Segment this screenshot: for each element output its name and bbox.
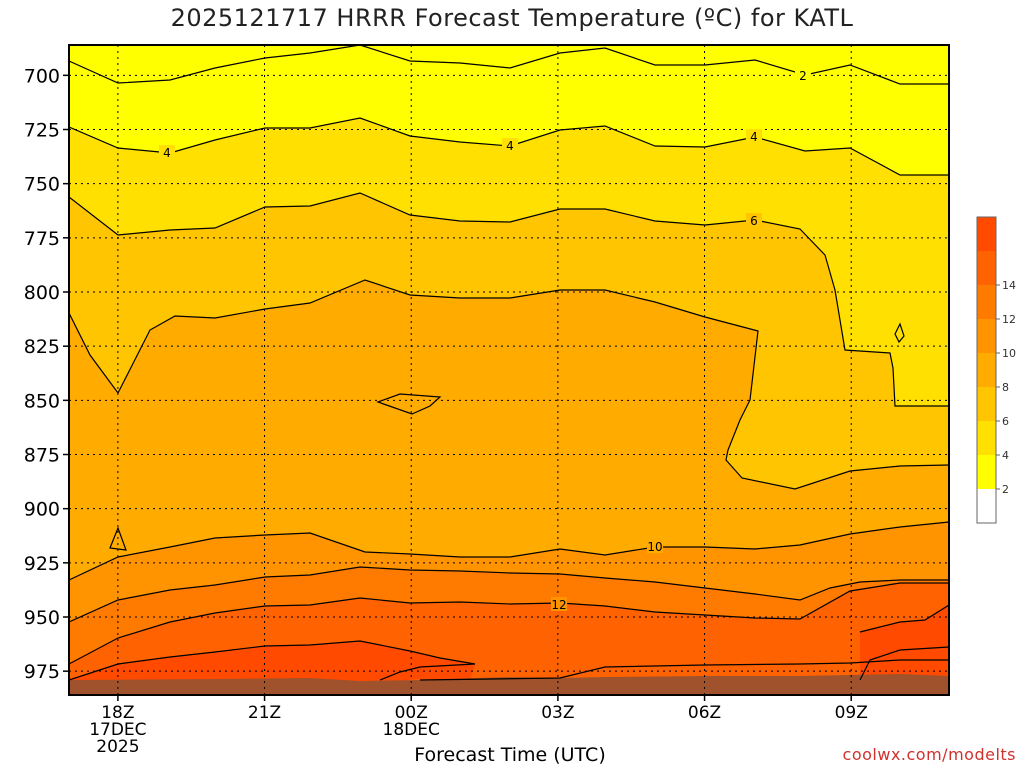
contour-label: 2: [795, 68, 811, 83]
contour-label: 4: [746, 129, 762, 144]
y-tick-label: 975: [24, 661, 60, 683]
x-tick-label: 21Z: [248, 703, 281, 723]
contour-6: [69, 192, 949, 407]
contour-lines: [69, 45, 949, 681]
colorbar-swatch: [977, 217, 996, 251]
contour-label-bg: [647, 539, 663, 553]
contour-label-text: 4: [506, 139, 514, 153]
contour-label-text: 2: [799, 69, 807, 83]
colorbar-swatch: [977, 353, 996, 387]
contour-14: [69, 582, 949, 665]
y-tick-label: 775: [24, 228, 60, 250]
colorbar-label: 6: [1002, 415, 1009, 428]
y-tick-label: 900: [24, 499, 60, 521]
x-tick-label: 06Z: [688, 703, 721, 723]
x-tick-label: 00Z: [395, 703, 428, 723]
contour-label-text: 4: [750, 130, 758, 144]
contour-16-left: [69, 640, 476, 681]
colorbar-swatch: [977, 455, 996, 489]
x-tick-label: 18DEC: [383, 720, 440, 740]
colorbar-label: 12: [1002, 313, 1016, 326]
colorbar-label: 8: [1002, 381, 1009, 394]
y-tick-label: 800: [24, 282, 60, 304]
contour-label-text: 10: [647, 540, 662, 554]
credit-link[interactable]: coolwx.com/modelts: [842, 745, 1016, 764]
contour-10: [69, 521, 949, 581]
x-axis-label: Forecast Time (UTC): [414, 744, 606, 766]
contour-label: 4: [159, 145, 175, 160]
contour-16-right: [859, 646, 949, 681]
y-tick-label: 850: [24, 390, 60, 412]
closed-contour-right: [894, 322, 905, 344]
contour-label-text: 4: [163, 146, 171, 160]
colorbar: 2 4 6 8 10 12 14: [976, 216, 1016, 524]
y-tick-label: 925: [24, 553, 60, 575]
contour-label: 10: [647, 539, 663, 554]
contour-label-bg: [746, 129, 762, 143]
contour-label: 6: [746, 213, 762, 228]
colorbar-swatch: [977, 489, 996, 523]
colorbar-label: 2: [1002, 483, 1009, 496]
band-fill-gt16: [69, 641, 475, 684]
colorbar-swatch: [977, 421, 996, 455]
colorbar-label: 4: [1002, 449, 1009, 462]
colorbar-label: 14: [1002, 279, 1016, 292]
plot-frame: [68, 44, 950, 696]
y-tick-label: 750: [24, 174, 60, 196]
contour-label-bg: [746, 213, 762, 227]
y-axis: 700 725 750 775 800 825 850 875 900 925 950 975: [24, 65, 69, 683]
x-tick-label: 18Z: [101, 703, 134, 723]
contour-16-right-upper: [859, 604, 949, 633]
y-tick-label: 950: [24, 607, 60, 629]
colorbar-swatch: [977, 319, 996, 353]
y-tick-label: 700: [24, 65, 60, 87]
chart-title: 2025121717 HRRR Forecast Temperature (ºC…: [170, 4, 854, 32]
x-tick-label: 2025: [96, 737, 139, 757]
contour-label-bg: [795, 68, 811, 82]
closed-contour-center: [376, 393, 442, 415]
colorbar-swatch: [977, 285, 996, 319]
colorbar-label: 10: [1002, 347, 1016, 360]
y-tick-label: 725: [24, 120, 60, 142]
contour-label-text: 12: [551, 598, 566, 612]
contour-label-bg: [502, 138, 518, 152]
contour-label-bg: [551, 597, 567, 611]
colorbar-swatch: [977, 251, 996, 285]
contour-labels: 2 4 4 4 6 10 12: [159, 68, 811, 612]
contour-label-bg: [159, 145, 175, 159]
x-tick-label: 03Z: [541, 703, 574, 723]
temperature-fills: [69, 45, 949, 695]
contour-label: 4: [502, 138, 518, 153]
contour-near-surface: [419, 659, 949, 681]
ground: [69, 674, 949, 695]
contour-label: 12: [551, 597, 567, 612]
contour-label-text: 6: [750, 214, 758, 228]
contour-8: [69, 279, 949, 490]
y-tick-label: 825: [24, 336, 60, 358]
colorbar-swatch: [977, 387, 996, 421]
grid-lines: [69, 45, 949, 695]
colorbar-frame: [976, 216, 997, 524]
y-tick-label: 875: [24, 445, 60, 467]
x-tick-label: 17DEC: [89, 720, 146, 740]
x-tick-label: 09Z: [835, 703, 868, 723]
contour-12: [69, 566, 949, 623]
